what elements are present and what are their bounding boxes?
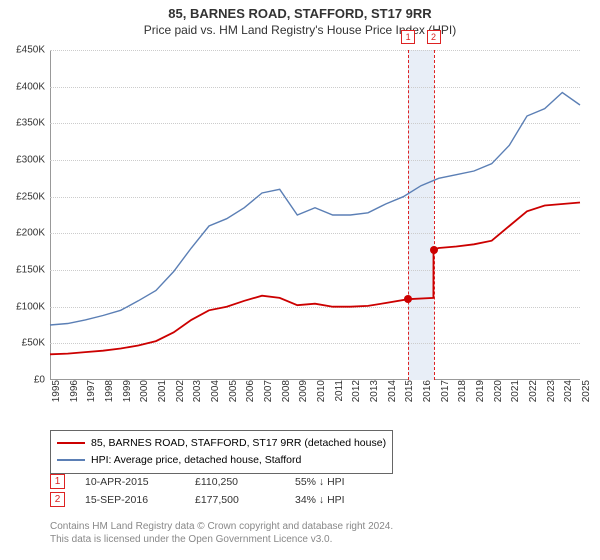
y-tick-label: £450K [16, 45, 50, 56]
y-tick-label: £350K [16, 118, 50, 129]
chart-title: 85, BARNES ROAD, STAFFORD, ST17 9RR [0, 6, 600, 21]
x-tick-label: 1995 [46, 380, 62, 402]
y-tick-label: £250K [16, 191, 50, 202]
line-plot [50, 50, 580, 380]
chart-plot-area: £0£50K£100K£150K£200K£250K£300K£350K£400… [50, 50, 580, 380]
y-tick-label: £100K [16, 301, 50, 312]
event-price: £110,250 [195, 476, 275, 488]
data-dot [430, 246, 438, 254]
x-tick-label: 1999 [117, 380, 133, 402]
event-marker-label: 2 [427, 30, 441, 44]
event-box-icon: 1 [50, 474, 65, 489]
footer-line: This data is licensed under the Open Gov… [50, 533, 393, 546]
x-tick-label: 2014 [382, 380, 398, 402]
x-tick-label: 2022 [523, 380, 539, 402]
y-tick-label: £400K [16, 81, 50, 92]
x-tick-label: 1997 [81, 380, 97, 402]
x-tick-label: 2010 [311, 380, 327, 402]
y-tick-label: £50K [22, 338, 50, 349]
x-tick-label: 2005 [223, 380, 239, 402]
chart-legend: 85, BARNES ROAD, STAFFORD, ST17 9RR (det… [50, 430, 393, 474]
title-area: 85, BARNES ROAD, STAFFORD, ST17 9RR Pric… [0, 0, 600, 37]
event-row: 2 15-SEP-2016 £177,500 34% ↓ HPI [50, 492, 405, 507]
event-row: 1 10-APR-2015 £110,250 55% ↓ HPI [50, 474, 405, 489]
x-tick-label: 2001 [152, 380, 168, 402]
legend-item: HPI: Average price, detached house, Staf… [57, 452, 386, 469]
y-tick-label: £300K [16, 155, 50, 166]
x-tick-label: 2025 [576, 380, 592, 402]
event-price: £177,500 [195, 494, 275, 506]
x-tick-label: 2011 [329, 380, 345, 402]
x-tick-label: 2007 [258, 380, 274, 402]
x-tick-label: 2023 [541, 380, 557, 402]
x-tick-label: 2018 [452, 380, 468, 402]
x-tick-label: 2009 [293, 380, 309, 402]
x-tick-label: 2024 [558, 380, 574, 402]
event-date: 10-APR-2015 [85, 476, 175, 488]
x-tick-label: 1996 [64, 380, 80, 402]
x-tick-label: 2016 [417, 380, 433, 402]
legend-item: 85, BARNES ROAD, STAFFORD, ST17 9RR (det… [57, 435, 386, 452]
x-tick-label: 2002 [170, 380, 186, 402]
x-tick-label: 2013 [364, 380, 380, 402]
event-box-icon: 2 [50, 492, 65, 507]
series-line [50, 203, 580, 355]
x-tick-label: 1998 [99, 380, 115, 402]
y-tick-label: £150K [16, 265, 50, 276]
events-table: 1 10-APR-2015 £110,250 55% ↓ HPI 2 15-SEP-201… [50, 474, 405, 510]
data-dot [404, 295, 412, 303]
legend-swatch [57, 442, 85, 444]
chart-container: 85, BARNES ROAD, STAFFORD, ST17 9RR Pric… [0, 0, 600, 560]
x-tick-label: 2012 [346, 380, 362, 402]
x-tick-label: 2003 [187, 380, 203, 402]
x-tick-label: 2006 [240, 380, 256, 402]
event-date: 15-SEP-2016 [85, 494, 175, 506]
legend-label: 85, BARNES ROAD, STAFFORD, ST17 9RR (det… [91, 435, 386, 452]
x-tick-label: 2000 [134, 380, 150, 402]
x-tick-label: 2004 [205, 380, 221, 402]
x-tick-label: 2015 [399, 380, 415, 402]
event-marker-label: 1 [401, 30, 415, 44]
x-tick-label: 2019 [470, 380, 486, 402]
x-tick-label: 2021 [505, 380, 521, 402]
legend-swatch [57, 459, 85, 461]
legend-label: HPI: Average price, detached house, Staf… [91, 452, 301, 469]
y-tick-label: £200K [16, 228, 50, 239]
series-line [50, 93, 580, 326]
footer-line: Contains HM Land Registry data © Crown c… [50, 520, 393, 533]
x-tick-label: 2020 [488, 380, 504, 402]
x-tick-label: 2008 [276, 380, 292, 402]
x-tick-label: 2017 [435, 380, 451, 402]
footer-attribution: Contains HM Land Registry data © Crown c… [50, 520, 393, 546]
event-pct: 34% ↓ HPI [295, 494, 405, 506]
event-pct: 55% ↓ HPI [295, 476, 405, 488]
chart-subtitle: Price paid vs. HM Land Registry's House … [0, 23, 600, 37]
